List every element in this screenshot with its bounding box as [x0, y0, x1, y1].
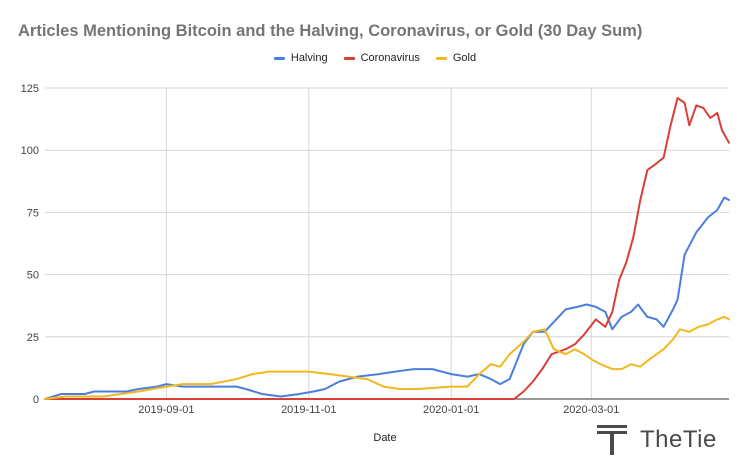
x-tick-label: 2020-03-01	[563, 404, 619, 416]
legend-label: Halving	[290, 52, 328, 64]
series-line-gold	[44, 315, 730, 400]
legend-swatch	[435, 56, 447, 60]
x-tick-label: 2020-01-01	[423, 404, 479, 416]
x-tick-label: 2019-09-01	[138, 404, 194, 416]
legend-label: Coronavirus	[360, 52, 420, 64]
legend-item-coronavirus: Coronavirus	[343, 52, 420, 64]
y-tick-label: 125	[21, 83, 39, 95]
legend-swatch	[343, 56, 355, 60]
series-line-halving	[44, 196, 730, 400]
chart-title: Articles Mentioning Bitcoin and the Halv…	[18, 22, 643, 40]
legend-label: Gold	[452, 52, 477, 64]
y-tick-label: 100	[21, 145, 39, 157]
y-tick-label: 75	[27, 207, 39, 219]
y-tick-label: 25	[27, 332, 39, 344]
x-tick-label: 2019-11-01	[281, 404, 336, 416]
legend-swatch	[273, 56, 285, 60]
y-tick-label: 0	[33, 394, 39, 406]
series-line-coronavirus	[44, 97, 730, 400]
legend-item-halving: Halving	[273, 52, 328, 64]
legend-item-gold: Gold	[435, 52, 477, 64]
brand-logo: TheTie	[596, 424, 717, 456]
tie-logo-icon	[597, 425, 627, 455]
brand-name: TheTie	[640, 426, 717, 453]
y-tick-label: 50	[27, 270, 39, 282]
x-axis-label: Date	[373, 432, 396, 444]
chart-legend: Halving Coronavirus Gold	[0, 52, 750, 64]
